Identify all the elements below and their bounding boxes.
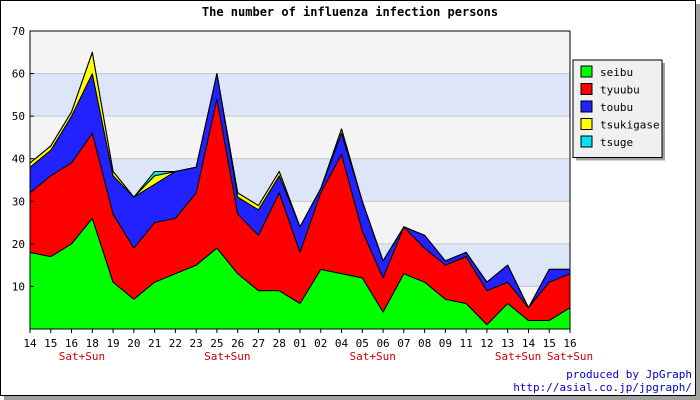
legend-swatch-toubu: [580, 100, 593, 113]
x-tick-label: 06: [376, 337, 389, 350]
legend-label-seibu: seibu: [600, 66, 633, 79]
plot-band: [30, 31, 570, 74]
x-tick-label: 15: [543, 337, 556, 350]
legend-swatch-tsuge: [580, 135, 593, 148]
x-tick-label: 15: [44, 337, 57, 350]
plot-band: [30, 73, 570, 117]
y-tick-label: 60: [12, 68, 25, 81]
y-tick-label: 10: [12, 280, 25, 293]
credit-producer: produced by JpGraph: [566, 368, 692, 381]
x-tick-label: 04: [335, 337, 349, 350]
x-tick-label: 07: [397, 337, 410, 350]
legend-swatch-tyuubu: [580, 83, 593, 95]
credit: produced by JpGraph http://asial.co.jp/j…: [513, 368, 692, 394]
x-tick-label: 08: [418, 337, 431, 350]
x-tick-label: 14: [23, 337, 37, 350]
y-tick-label: 20: [12, 238, 25, 251]
weekend-label: Sat+Sun: [204, 350, 250, 363]
weekend-label: Sat+Sun: [350, 350, 396, 363]
x-tick-label: 25: [210, 337, 223, 350]
y-tick-label: 70: [12, 25, 25, 38]
x-tick-label: 16: [563, 337, 576, 350]
weekend-labels: Sat+Sun Sat+Sun Sat+Sun Sat+Sun Sat+Sun: [59, 350, 593, 363]
x-tick-label: 23: [190, 337, 203, 350]
chart-title: The number of influenza infection person…: [202, 5, 498, 19]
x-tick-label: 20: [127, 337, 140, 350]
x-tick-label: 12: [480, 337, 493, 350]
x-tick-label: 27: [252, 337, 265, 350]
x-tick-label: 11: [460, 337, 473, 350]
x-tick-label: 22: [169, 337, 182, 350]
legend-label-tsuge: tsuge: [600, 136, 633, 149]
plot-band: [30, 116, 570, 159]
x-tick-label: 13: [501, 337, 514, 350]
x-tick-label: 05: [356, 337, 369, 350]
x-tick-label: 02: [314, 337, 327, 350]
x-tick-label: 26: [231, 337, 244, 350]
legend-label-toubu: toubu: [600, 101, 633, 114]
x-tick-label: 16: [65, 337, 78, 350]
y-tick-label: 30: [12, 195, 25, 208]
x-axis-ticks: 14 15 16 18 19 20 21 22 23 25 26 27 28 01 02 04 05 06 07 08…: [23, 329, 577, 350]
weekend-label: Sat+Sun: [547, 350, 593, 363]
legend-swatch-seibu: [580, 65, 593, 78]
x-tick-label: 01: [293, 337, 306, 350]
x-tick-label: 14: [522, 337, 536, 350]
y-tick-label: 50: [12, 110, 25, 123]
legend-swatch-tsukigase: [580, 118, 593, 130]
weekend-label: Sat+Sun: [59, 350, 105, 363]
credit-url[interactable]: http://asial.co.jp/jpgraph/: [513, 381, 692, 394]
y-tick-label: 40: [12, 153, 25, 166]
legend-label-tsukigase: tsukigase: [600, 119, 660, 132]
x-tick-label: 09: [439, 337, 452, 350]
x-tick-label: 19: [106, 337, 119, 350]
weekend-label: Sat+Sun: [495, 350, 541, 363]
legend: seibu tyuubu toubu tsukigase tsuge: [572, 59, 665, 161]
x-tick-label: 18: [86, 337, 99, 350]
y-axis-ticks: 10 20 30 40 50 60 70: [12, 25, 34, 293]
legend-label-tyuubu: tyuubu: [600, 84, 640, 97]
x-tick-label: 21: [148, 337, 161, 350]
x-tick-label: 28: [273, 337, 286, 350]
